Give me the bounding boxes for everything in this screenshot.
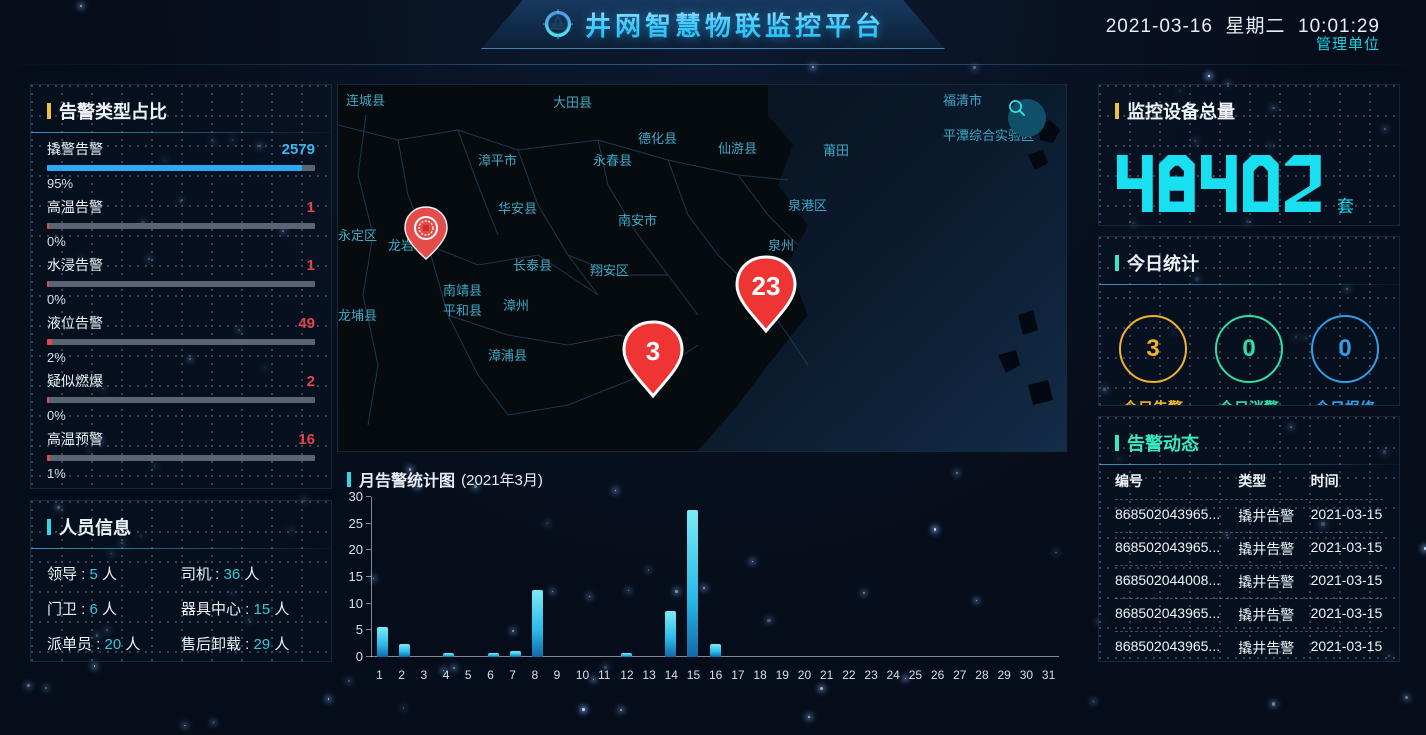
svg-text:连城县: 连城县 <box>346 93 385 108</box>
svg-text:华安县: 华安县 <box>498 201 537 216</box>
svg-text:南安市: 南安市 <box>618 213 657 228</box>
svg-text:漳州: 漳州 <box>503 298 529 313</box>
svg-text:漳平市: 漳平市 <box>478 153 517 168</box>
svg-text:莆田: 莆田 <box>823 143 849 158</box>
svg-text:永春县: 永春县 <box>593 153 632 168</box>
svg-text:永定区: 永定区 <box>338 228 377 243</box>
svg-text:泉港区: 泉港区 <box>788 198 827 213</box>
svg-text:3: 3 <box>646 336 660 366</box>
svg-text:平和县: 平和县 <box>443 303 482 318</box>
svg-text:南靖县: 南靖县 <box>443 283 482 298</box>
svg-text:德化县: 德化县 <box>638 131 677 146</box>
svg-text:福清市: 福清市 <box>943 93 982 108</box>
svg-text:仙游县: 仙游县 <box>718 141 757 156</box>
svg-text:漳浦县: 漳浦县 <box>488 348 527 363</box>
svg-text:翔安区: 翔安区 <box>590 263 629 278</box>
svg-text:大田县: 大田县 <box>553 95 592 110</box>
svg-text:长泰县: 长泰县 <box>513 258 552 273</box>
svg-text:23: 23 <box>752 271 781 301</box>
svg-text:泉州: 泉州 <box>768 238 794 253</box>
svg-text:龙埔县: 龙埔县 <box>338 308 377 323</box>
